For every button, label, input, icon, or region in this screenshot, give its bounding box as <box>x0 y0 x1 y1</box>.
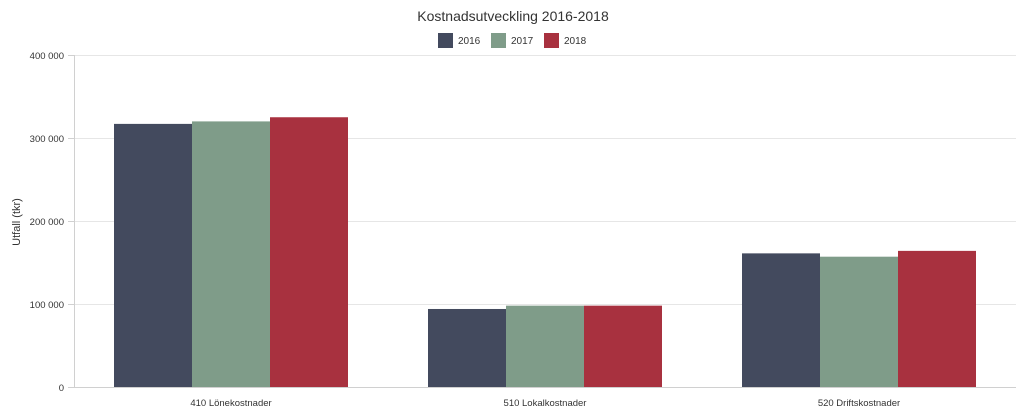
bar-2016-0[interactable] <box>114 123 192 387</box>
legend: 2016 2017 2018 <box>438 33 587 48</box>
x-axis: 410 Lönekostnader 510 Lokalkostnader 520 D… <box>74 387 1016 409</box>
bar-2018-2[interactable] <box>898 250 976 387</box>
bar-2017-2[interactable] <box>820 256 898 387</box>
x-tick-label: 510 Lokalkostnader <box>504 398 587 409</box>
bar-2017-1[interactable] <box>506 305 584 387</box>
x-tick-label: 520 Driftskostnader <box>818 398 900 409</box>
y-tick-label: 400 000 <box>30 51 64 62</box>
bar-2017-0[interactable] <box>192 121 270 388</box>
y-tick-label: 0 <box>59 383 64 394</box>
legend-label: 2018 <box>564 36 587 47</box>
legend-item-2016[interactable]: 2016 <box>438 33 481 48</box>
bar-2018-1[interactable] <box>584 305 662 387</box>
legend-item-2017[interactable]: 2017 <box>491 33 534 48</box>
bar-2016-2[interactable] <box>742 253 820 387</box>
y-tick-label: 300 000 <box>30 134 64 145</box>
legend-item-2018[interactable]: 2018 <box>544 33 587 48</box>
bar-2016-1[interactable] <box>428 308 506 387</box>
y-tick-label: 100 000 <box>30 300 64 311</box>
legend-swatch <box>438 33 453 48</box>
legend-label: 2016 <box>458 36 481 47</box>
y-axis: 0 100 000 200 000 300 000 400 000 <box>30 51 75 394</box>
legend-swatch <box>544 33 559 48</box>
bar-2018-0[interactable] <box>270 117 348 387</box>
y-tick-label: 200 000 <box>30 217 64 228</box>
chart-title: Kostnadsutveckling 2016-2018 <box>417 8 609 24</box>
x-tick-label: 410 Lönekostnader <box>190 398 271 409</box>
y-axis-title: Utfall (tkr) <box>11 198 23 246</box>
bars <box>114 117 976 388</box>
legend-swatch <box>491 33 506 48</box>
legend-label: 2017 <box>511 36 534 47</box>
